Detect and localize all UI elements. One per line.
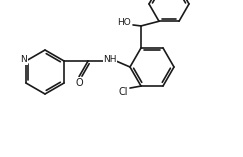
Text: Cl: Cl xyxy=(118,87,128,97)
Text: NH: NH xyxy=(103,56,117,65)
Text: HO: HO xyxy=(117,18,131,27)
Text: N: N xyxy=(21,56,27,65)
Text: O: O xyxy=(75,78,83,88)
